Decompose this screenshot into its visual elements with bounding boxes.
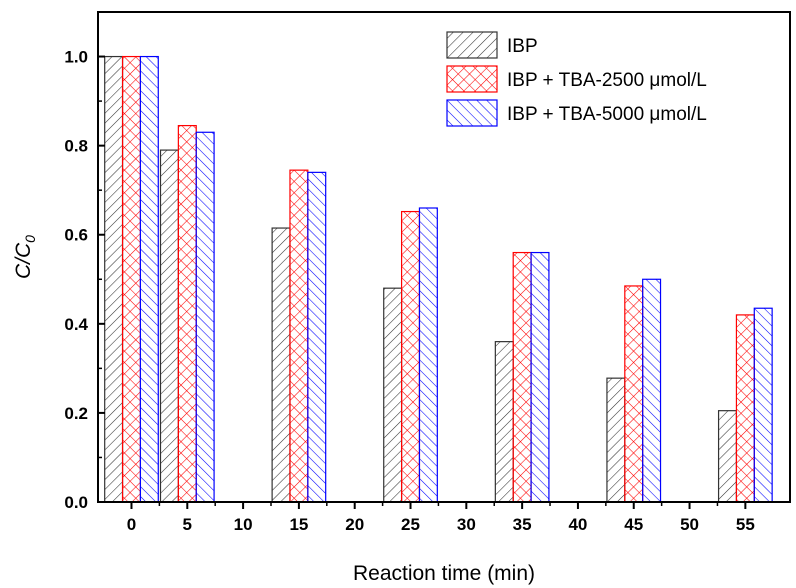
x-tick-label: 45 [624,515,643,534]
bar-series-2-t15 [289,169,309,503]
legend-label-2: IBP + TBA-2500 μmol/L [507,70,707,91]
y-tick-label: 0.8 [64,137,88,156]
legend-label-3: IBP + TBA-5000 μmol/L [507,104,707,125]
x-tick-label: 5 [183,515,192,534]
bar-series-1-t0 [104,55,124,503]
bar-series-1-t25 [383,287,403,503]
bar-series-2-t45 [624,285,644,503]
bar-series-3-t5 [195,131,215,503]
y-tick-label: 1.0 [64,48,88,67]
x-axis: 0 5 10 15 20 25 30 35 40 45 50 55 [127,502,755,534]
y-axis: 0.0 0.2 0.4 0.6 0.8 1.0 [64,48,105,512]
y-tick-label: 0.6 [64,226,88,245]
y-axis-title-subscript: 0 [22,235,38,243]
bar-series-2-t5 [177,124,197,503]
bar-series-3-t0 [139,55,159,503]
x-tick-label: 40 [568,515,587,534]
bar-series-1-t35 [494,341,514,503]
y-tick-label: 0.4 [64,315,88,334]
x-tick-label: 20 [345,515,364,534]
bar-series-3-t55 [753,307,773,503]
bar-series-3-t15 [307,171,327,503]
bar-series-2-t55 [735,314,755,503]
bar-series-3-t25 [418,207,438,503]
bar-series-3-t35 [530,251,550,503]
y-tick-label: 0.2 [64,404,88,423]
bar-series-1-t55 [717,410,738,503]
bar-series-1-t5 [159,149,179,503]
bar-series-1-t45 [606,377,626,503]
bar-series-2-t35 [512,251,532,503]
x-tick-label: 30 [457,515,476,534]
x-tick-label: 25 [401,515,420,534]
legend-swatch-1 [446,31,498,59]
y-tick-label: 0.0 [64,493,88,512]
x-tick-label: 50 [680,515,699,534]
bar-series-2-t25 [400,210,421,503]
bar-series-1-t15 [271,227,291,503]
x-tick-label: 10 [234,515,253,534]
legend-swatch-2 [446,65,498,93]
bars-group [104,55,773,503]
bar-series-3-t45 [642,278,662,503]
x-axis-title: Reaction time (min) [353,562,535,585]
legend: IBP IBP + TBA-2500 μmol/L IBP + TBA-5000 μ… [446,31,707,127]
y-axis-title-main: C/C [12,242,35,279]
x-tick-label: 55 [736,515,755,534]
legend-label-1: IBP [507,36,538,57]
bar-series-2-t0 [121,55,142,503]
y-axis-title: C/C0 [12,235,38,279]
x-tick-label: 0 [127,515,136,534]
x-tick-label: 15 [289,515,308,534]
plot-frame [97,11,791,503]
legend-swatch-3 [446,99,498,127]
x-tick-label: 35 [513,515,532,534]
